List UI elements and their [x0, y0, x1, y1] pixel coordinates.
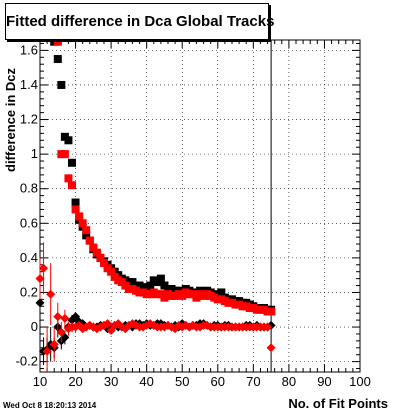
- data-point-square: [92, 248, 101, 257]
- x-tick-label: 60: [211, 374, 225, 389]
- data-point-diamond: [35, 274, 45, 284]
- data-point-square: [267, 307, 276, 316]
- y-tick-label: 0.2: [20, 284, 38, 299]
- data-point-diamond: [42, 346, 52, 356]
- y-tick-label: 0: [31, 319, 38, 334]
- data-point-square: [71, 205, 80, 214]
- timestamp: Wed Oct 8 18:20:13 2014: [3, 401, 97, 410]
- data-point-diamond: [103, 319, 113, 329]
- x-tick-label: 70: [246, 374, 260, 389]
- data-point-diamond: [56, 327, 66, 337]
- x-tick-label: 10: [33, 374, 47, 389]
- data-point-square: [71, 198, 80, 207]
- data-point-square: [89, 243, 98, 252]
- y-tick-label: 0.6: [20, 215, 38, 230]
- x-tick-label: 90: [317, 374, 331, 389]
- y-tick-label: 1: [31, 146, 38, 161]
- x-tick-label: 80: [282, 374, 296, 389]
- chart-title-box: Fitted difference in Dca Global Tracks: [5, 3, 274, 40]
- data-point-square: [107, 267, 116, 276]
- x-tick-label: 50: [175, 374, 189, 389]
- data-point-square: [96, 253, 105, 262]
- data-point-square: [53, 55, 62, 64]
- data-point-square: [57, 80, 66, 89]
- y-axis-label: difference in Dcz: [3, 67, 18, 172]
- x-tick-label: 20: [68, 374, 82, 389]
- y-tick-label: 1.2: [20, 112, 38, 127]
- data-point-square: [68, 181, 76, 190]
- data-point-square: [217, 288, 226, 297]
- data-point-square: [85, 236, 94, 245]
- data-point-diamond: [60, 313, 70, 323]
- data-point-square: [64, 174, 73, 183]
- data-point-diamond: [53, 312, 63, 322]
- data-point-square: [60, 150, 69, 159]
- y-tick-label: 1.4: [20, 77, 38, 92]
- data-point-square: [156, 274, 165, 283]
- data-point-square: [146, 281, 155, 290]
- data-point-diamond: [46, 289, 56, 299]
- data-point-square: [82, 231, 91, 240]
- data-point-diamond: [49, 339, 59, 349]
- x-tick-label: 30: [104, 374, 118, 389]
- y-tick-label: 0.8: [20, 181, 38, 196]
- chart-title-main: Fitted difference in Dca Global Tracks: [6, 13, 275, 30]
- data-point-square: [75, 212, 84, 221]
- y-tick-label: 0.4: [20, 250, 38, 265]
- data-point-square: [82, 226, 91, 235]
- data-point-diamond: [35, 298, 45, 308]
- x-axis-label: No. of Fit Points: [288, 396, 388, 411]
- y-tick-label: -0.2: [16, 354, 38, 369]
- x-tick-label: 100: [349, 374, 371, 389]
- data-point-diamond: [266, 343, 276, 353]
- data-point-diamond: [39, 263, 49, 273]
- data-point-square: [78, 219, 87, 228]
- chart-title: Fitted difference in Dca Global Tracks: [6, 13, 274, 30]
- y-tick-label: 1.6: [20, 42, 38, 57]
- data-point-square: [100, 259, 108, 268]
- data-point-square: [68, 158, 76, 167]
- plot-frame: [39, 39, 361, 373]
- data-point-square: [53, 37, 62, 46]
- x-tick-label: 40: [139, 374, 153, 389]
- data-point-diamond: [263, 322, 273, 332]
- data-point-square: [64, 136, 73, 145]
